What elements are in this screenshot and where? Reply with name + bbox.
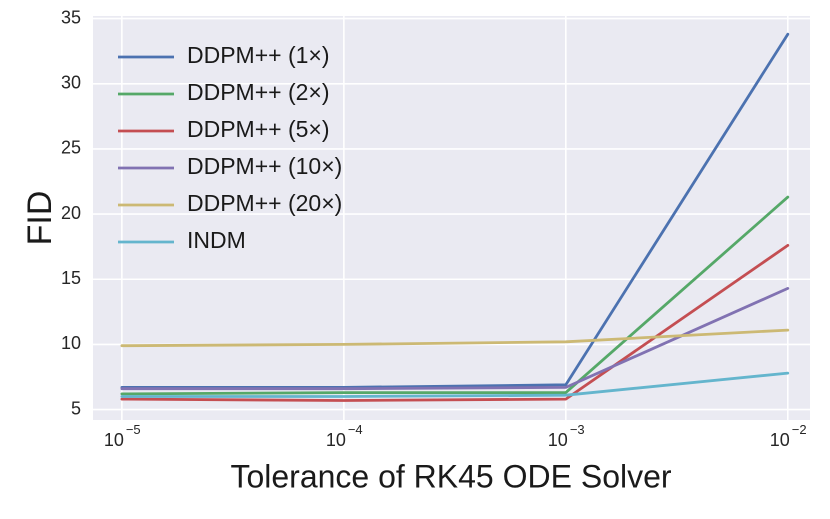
legend-label: DDPM++ (2×) [187, 79, 330, 105]
series-line-6 [120, 371, 790, 398]
y-tick-label: 35 [61, 7, 81, 27]
legend-label: DDPM++ (20×) [187, 190, 342, 216]
legend-entry: DDPM++ (2×) [118, 79, 330, 105]
series-line-3 [120, 243, 790, 402]
x-tick-exponent: −3 [570, 422, 585, 437]
series-line-4 [120, 286, 790, 391]
x-tick-label: 10−5 [104, 422, 141, 450]
y-tick-labels: 5 10 15 20 25 30 35 [61, 7, 81, 418]
y-tick-label: 20 [61, 203, 81, 223]
x-tick-labels: 10−510−410−310−2 [104, 422, 807, 450]
legend-entry: DDPM++ (5×) [118, 116, 330, 142]
y-tick-label: 10 [61, 333, 81, 353]
legend-entry: DDPM++ (1×) [118, 42, 330, 68]
series-line-5 [120, 328, 790, 348]
plot-area [93, 16, 810, 420]
x-tick-base: 10 [104, 430, 124, 450]
legend-label: DDPM++ (10×) [187, 153, 342, 179]
legend-entry: INDM [118, 227, 246, 253]
x-tick-base: 10 [770, 430, 790, 450]
x-tick-label: 10−4 [326, 422, 363, 450]
y-tick-label: 25 [61, 138, 81, 158]
x-tick-exponent: −2 [792, 422, 807, 437]
x-tick-base: 10 [548, 430, 568, 450]
legend-entry: DDPM++ (10×) [118, 153, 342, 179]
series-lines [120, 32, 790, 402]
y-tick-label: 30 [61, 73, 81, 93]
y-axis-label: FID [21, 191, 59, 246]
y-tick-label: 15 [61, 268, 81, 288]
legend-label: INDM [187, 227, 246, 253]
x-axis-label: Tolerance of RK45 ODE Solver [230, 458, 671, 494]
legend-entry: DDPM++ (20×) [118, 190, 342, 216]
legend: DDPM++ (1×) DDPM++ (2×) DDPM++ (5×) DDPM++ … [118, 42, 342, 253]
x-tick-exponent: −4 [348, 422, 363, 437]
x-tick-label: 10−3 [548, 422, 585, 450]
x-tick-label: 10−2 [770, 422, 807, 450]
x-tick-base: 10 [326, 430, 346, 450]
y-tick-label: 5 [71, 398, 81, 418]
series-line-2 [120, 195, 790, 396]
legend-label: DDPM++ (5×) [187, 116, 330, 142]
legend-label: DDPM++ (1×) [187, 42, 330, 68]
x-tick-exponent: −5 [126, 422, 141, 437]
